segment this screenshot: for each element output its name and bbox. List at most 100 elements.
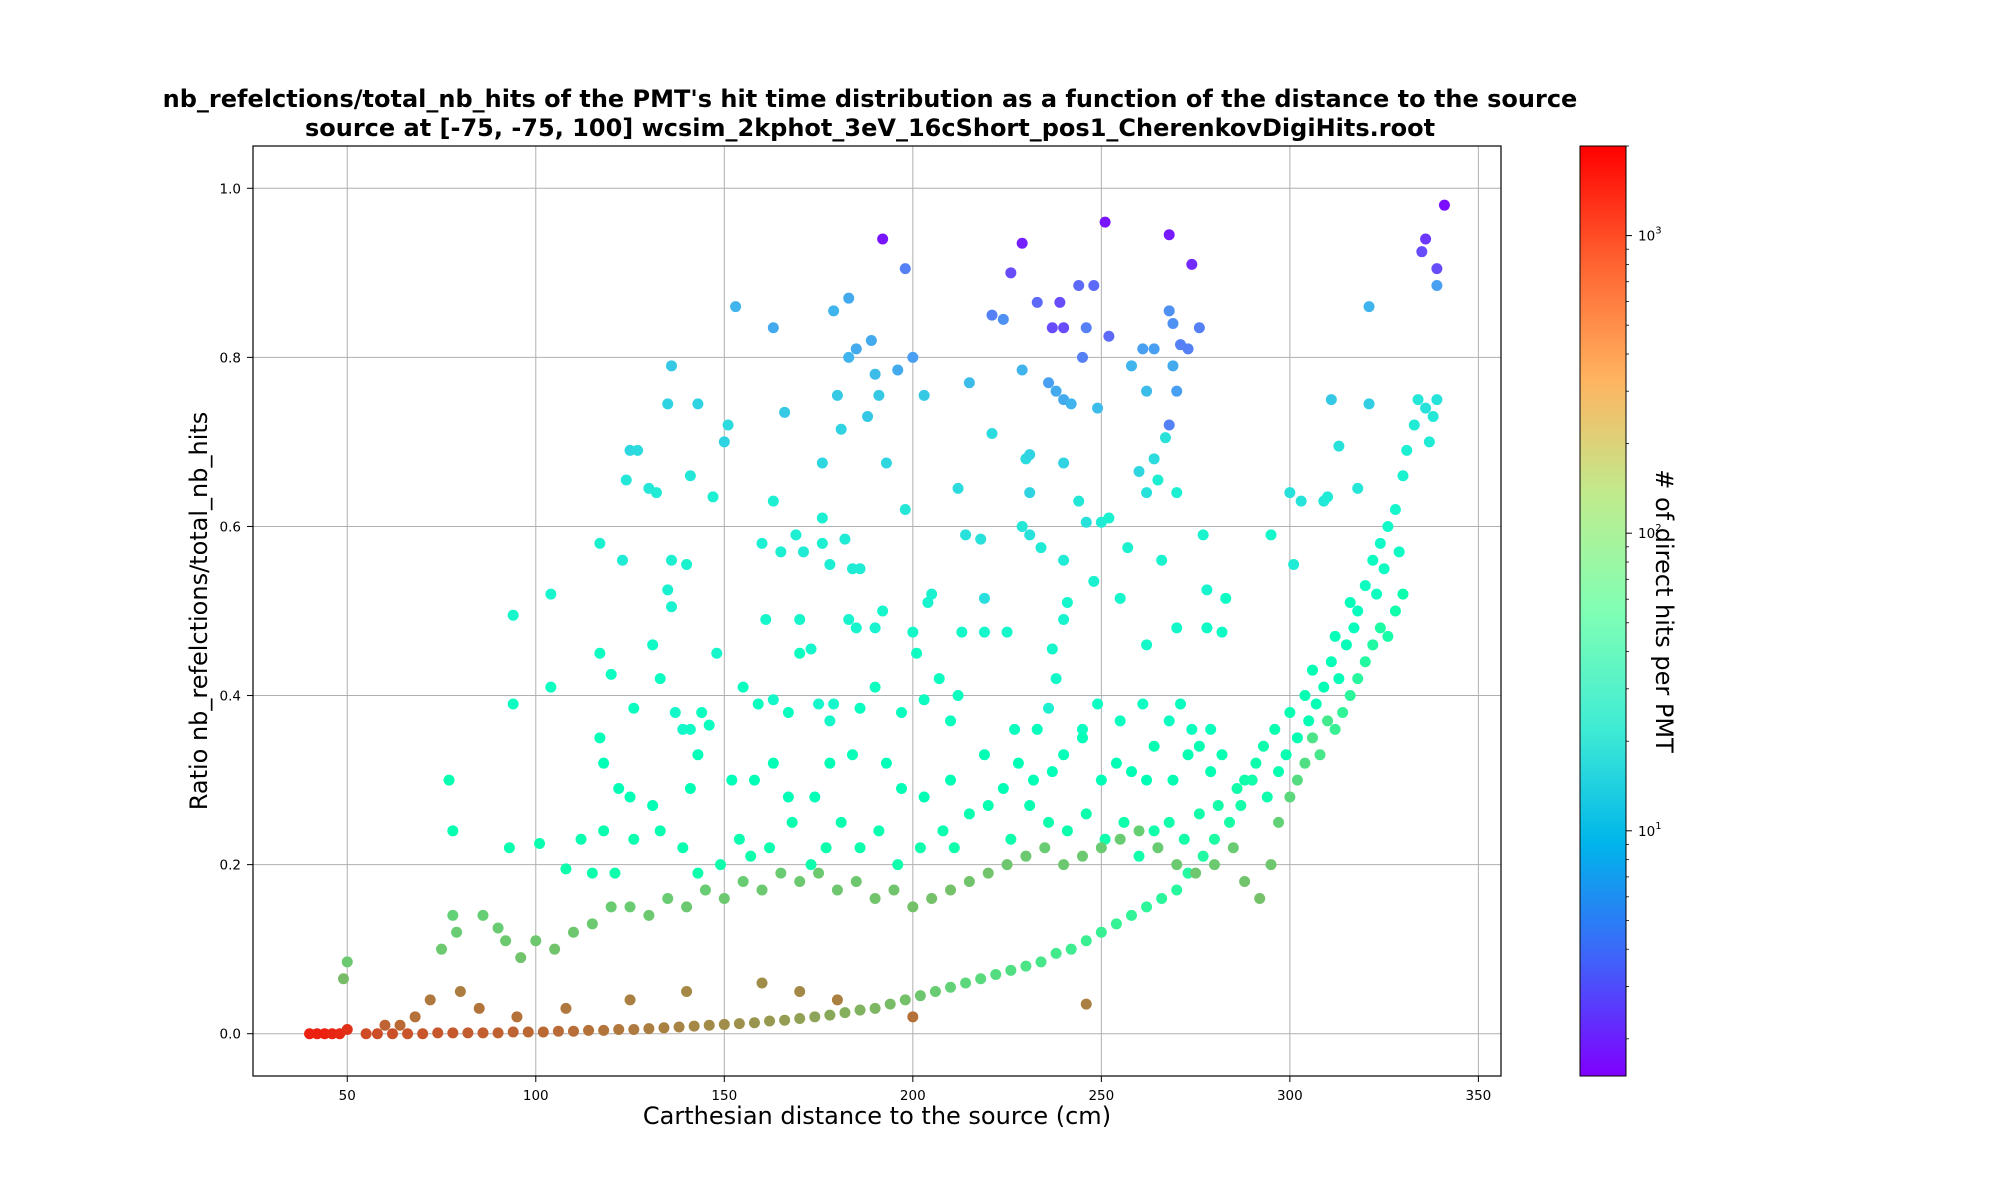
scatter-point bbox=[1001, 626, 1013, 638]
scatter-point bbox=[722, 419, 734, 431]
scatter-point bbox=[1126, 766, 1138, 778]
scatter-point bbox=[605, 901, 617, 913]
scatter-point bbox=[1171, 385, 1183, 397]
scatter-point bbox=[790, 529, 802, 541]
scatter-point bbox=[1080, 808, 1092, 820]
scatter-point bbox=[877, 233, 889, 245]
scatter-point bbox=[1423, 436, 1435, 448]
scatter-point bbox=[843, 292, 855, 304]
scatter-point bbox=[756, 537, 768, 549]
scatter-point bbox=[583, 1024, 595, 1036]
scatter-point bbox=[956, 626, 968, 638]
scatter-point bbox=[436, 943, 448, 955]
scatter-point bbox=[432, 1027, 444, 1039]
chart-title-line1: nb_refelctions/total_nb_hits of the PMT'… bbox=[163, 85, 1578, 113]
scatter-point bbox=[1175, 698, 1187, 710]
scatter-point bbox=[692, 398, 704, 410]
x-tick-label: 150 bbox=[711, 1088, 737, 1104]
scatter-point bbox=[1359, 656, 1371, 668]
scatter-point bbox=[1363, 301, 1375, 313]
scatter-point bbox=[733, 833, 745, 845]
scatter-point bbox=[424, 994, 436, 1006]
scatter-point bbox=[922, 597, 934, 609]
scatter-point bbox=[1073, 280, 1085, 291]
scatter-point bbox=[1061, 597, 1073, 609]
scatter-point bbox=[684, 470, 696, 482]
scatter-point bbox=[775, 546, 787, 558]
scatter-point bbox=[726, 774, 738, 786]
scatter-point bbox=[1133, 466, 1145, 477]
scatter-point bbox=[1141, 901, 1153, 913]
scatter-point bbox=[1337, 706, 1349, 718]
scatter-point bbox=[1133, 825, 1145, 837]
scatter-point bbox=[1058, 322, 1070, 334]
colorbar-tick-exponent: 1 bbox=[1655, 821, 1661, 832]
scatter-point bbox=[978, 592, 990, 604]
scatter-point bbox=[1163, 715, 1175, 727]
scatter-point bbox=[1058, 554, 1070, 566]
scatter-point bbox=[1420, 233, 1432, 245]
scatter-point bbox=[402, 1028, 414, 1040]
scatter-point bbox=[794, 985, 806, 997]
scatter-point bbox=[443, 774, 455, 786]
scatter-point bbox=[677, 723, 689, 735]
scatter-point bbox=[896, 783, 908, 795]
scatter-point bbox=[1322, 715, 1334, 727]
scatter-point bbox=[594, 537, 606, 549]
colorbar bbox=[1579, 145, 1627, 1077]
scatter-point bbox=[1080, 935, 1092, 947]
scatter-point bbox=[624, 994, 636, 1006]
scatter-point bbox=[963, 876, 975, 888]
scatter-point bbox=[933, 673, 945, 685]
scatter-point bbox=[816, 512, 828, 524]
scatter-point bbox=[1080, 516, 1092, 528]
scatter-point bbox=[843, 613, 855, 625]
scatter-point bbox=[628, 702, 640, 714]
scatter-point bbox=[1016, 520, 1028, 532]
scatter-point bbox=[1438, 199, 1450, 211]
scatter-point bbox=[1027, 774, 1039, 786]
scatter-point bbox=[1035, 542, 1047, 554]
scatter-point bbox=[1389, 605, 1401, 617]
scatter-point bbox=[767, 322, 779, 334]
scatter-point bbox=[1148, 343, 1160, 355]
scatter-point bbox=[745, 850, 757, 862]
scatter-point bbox=[1167, 318, 1179, 330]
scatter-point bbox=[948, 842, 960, 854]
scatter-point bbox=[1284, 791, 1296, 803]
scatter-point bbox=[1295, 495, 1307, 507]
scatter-point bbox=[1329, 723, 1341, 735]
scatter-point bbox=[1126, 909, 1138, 921]
scatter-point bbox=[963, 808, 975, 820]
scatter-point bbox=[1288, 559, 1300, 570]
scatter-point bbox=[1401, 444, 1413, 456]
colorbar-tick-base: 10 bbox=[1638, 824, 1655, 840]
scatter-point bbox=[794, 647, 806, 659]
scatter-point bbox=[447, 825, 459, 837]
scatter-point bbox=[1076, 351, 1088, 363]
scatter-point bbox=[1050, 673, 1062, 685]
scatter-point bbox=[1005, 833, 1017, 845]
scatter-point bbox=[1363, 398, 1375, 410]
scatter-point bbox=[1344, 690, 1356, 702]
scatter-point bbox=[1171, 622, 1183, 634]
scatter-point bbox=[560, 1002, 572, 1014]
scatter-point bbox=[1318, 681, 1330, 693]
scatter-point bbox=[1197, 850, 1209, 862]
scatter-point bbox=[779, 406, 791, 418]
scatter-point bbox=[1152, 842, 1164, 854]
scatter-point bbox=[1171, 859, 1183, 871]
scatter-point bbox=[341, 1024, 353, 1035]
scatter-point bbox=[341, 956, 353, 968]
x-tick-label: 100 bbox=[523, 1088, 549, 1104]
scatter-point bbox=[926, 892, 938, 904]
scatter-point bbox=[1231, 783, 1243, 795]
colorbar-tick-label: 102 bbox=[1638, 523, 1662, 542]
scatter-point bbox=[1110, 757, 1122, 769]
scatter-point bbox=[326, 1028, 338, 1040]
y-tick-label: 0.4 bbox=[220, 689, 241, 705]
scatter-point bbox=[718, 1018, 730, 1030]
scatter-point bbox=[1340, 639, 1352, 651]
scatter-point bbox=[877, 605, 889, 617]
scatter-point bbox=[730, 301, 742, 313]
